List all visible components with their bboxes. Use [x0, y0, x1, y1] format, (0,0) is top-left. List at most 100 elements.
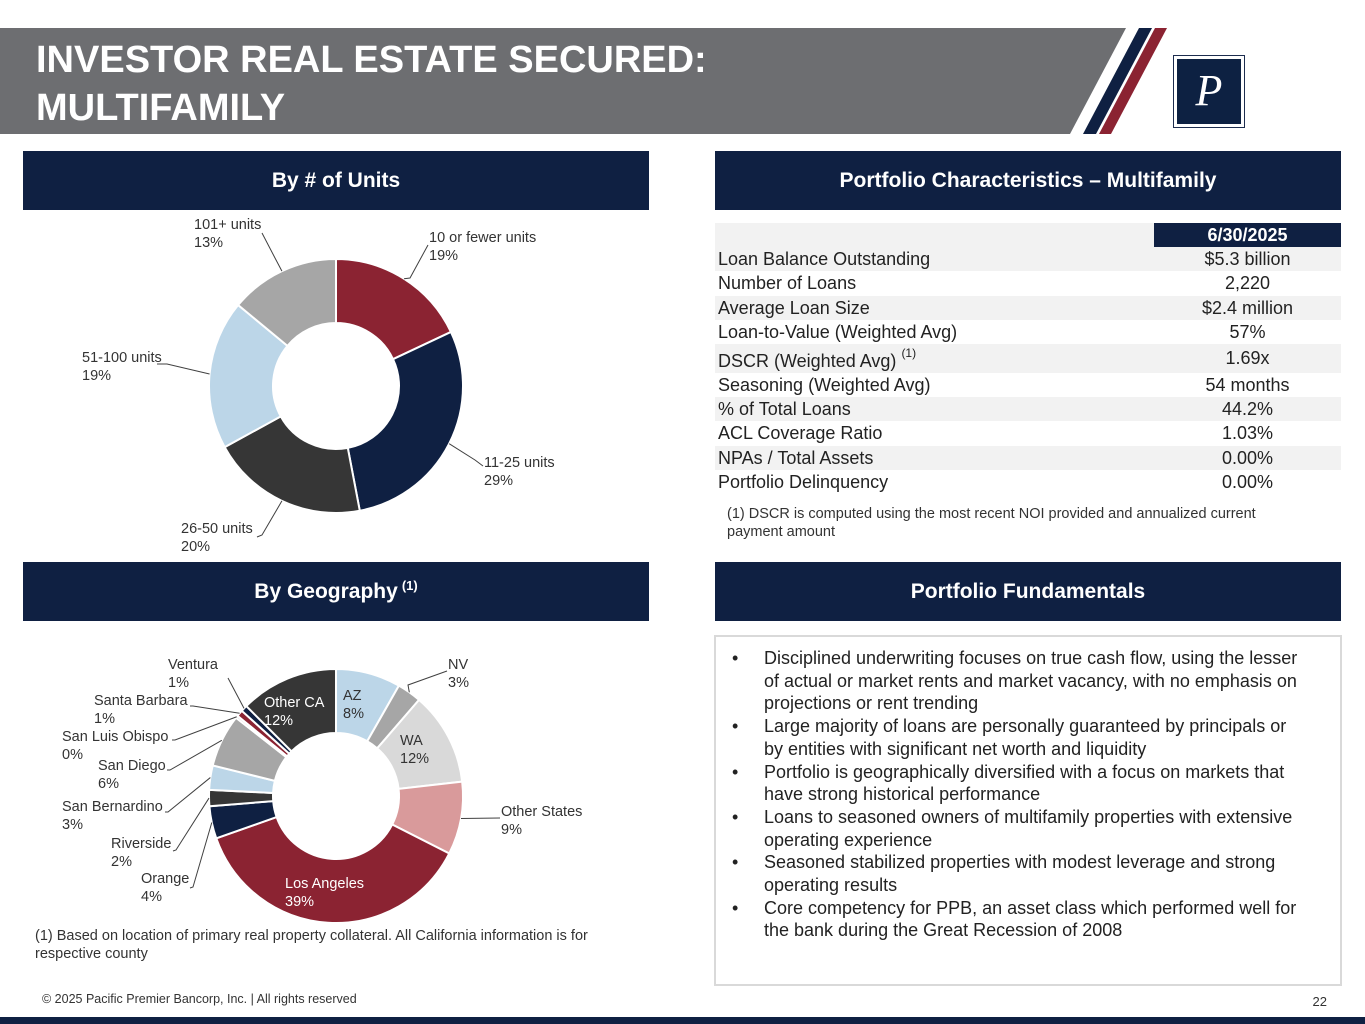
table-row: ACL Coverage Ratio 1.03%	[715, 421, 1341, 446]
leader-line	[172, 797, 210, 852]
table-row-value: 2,220	[1154, 271, 1341, 296]
leader-line	[460, 817, 501, 820]
bullet-marker: •	[732, 648, 739, 668]
geo-panel-title-sup: (1)	[401, 578, 418, 593]
slice-label-pct: 3%	[62, 817, 83, 833]
table-row-value: 57%	[1154, 319, 1341, 344]
table-row: Average Loan Size $2.4 million	[715, 295, 1341, 320]
leader-line	[189, 822, 213, 889]
slice-label-pct: 20%	[181, 539, 210, 555]
table-row-label: Loan Balance Outstanding	[715, 247, 1154, 272]
bullet-marker: •	[732, 716, 739, 737]
geo-panel-header: By Geography (1)	[23, 562, 649, 621]
table-row: Portfolio Delinquency 0.00%	[715, 469, 1341, 494]
slice-label-pct: 1%	[94, 711, 115, 727]
table-row-label: Loan-to-Value (Weighted Avg)	[715, 319, 1154, 344]
dscr-footnote: (1) DSCR is computed using the most rece…	[727, 505, 1256, 541]
fundamentals-panel-title: Portfolio Fundamentals	[910, 579, 1146, 603]
donut-slice-10-or-fewer-units	[335, 257, 453, 361]
table-row-value: 1.03%	[1154, 421, 1341, 446]
slice-label-name: 26-50 units	[181, 521, 253, 537]
fundamentals-bullet-item: • Seasoned stabilized properties with mod…	[726, 851, 1326, 896]
slice-label-pct: 29%	[484, 473, 513, 489]
row-label-sup: (1)	[901, 345, 917, 360]
slice-label-name: 11-25 units	[484, 455, 555, 471]
slice-label-name: WA	[400, 733, 423, 749]
bullet-line: projections or rent trending	[764, 693, 979, 714]
table-row-label: Average Loan Size	[715, 295, 1154, 320]
leader-line	[407, 670, 448, 693]
slice-label-name: San Bernardino	[62, 799, 163, 815]
table-row-value: $5.3 billion	[1154, 247, 1341, 272]
slice-label-pct: 0%	[62, 747, 83, 763]
table-row: DSCR (Weighted Avg) (1) 1.69x	[715, 343, 1341, 373]
table-row-label: NPAs / Total Assets	[715, 445, 1154, 470]
slice-label-pct: 9%	[501, 822, 522, 838]
bullet-line: Disciplined underwriting focuses on true…	[764, 648, 1298, 668]
row-label-text: Average Loan Size	[718, 297, 870, 318]
table-row-value: $2.4 million	[1154, 295, 1341, 320]
fundamentals-bullet-item: • Loans to seasoned owners of multifamily…	[726, 806, 1326, 851]
bullet-marker: •	[732, 761, 739, 782]
title-bar-graphic	[0, 28, 1167, 134]
bullet-line: operating experience	[764, 829, 933, 850]
page-title-line1: INVESTOR REAL ESTATE SECURED:	[36, 39, 707, 81]
fundamentals-bullet-item: • Portfolio is geographically diversified…	[726, 761, 1326, 806]
slice-label-pct: 19%	[82, 368, 111, 384]
table-row: Loan-to-Value (Weighted Avg) 57%	[715, 319, 1341, 344]
dscr-footnote-line2: payment amount	[727, 524, 836, 540]
portfolio-panel-title: Portfolio Characteristics – Multifamily	[839, 168, 1217, 192]
slice-label-name: Orange	[141, 871, 189, 887]
slice-label-name: Los Angeles	[285, 876, 364, 892]
table-row: Loan Balance Outstanding $5.3 billion	[715, 247, 1341, 272]
page-title-line2: MULTIFAMILY	[36, 87, 286, 129]
page-title: INVESTOR REAL ESTATE SECURED: MULTIFAMIL…	[36, 36, 707, 132]
slice-label-pct: 3%	[448, 675, 469, 691]
table-row-label: ACL Coverage Ratio	[715, 421, 1154, 446]
slice-label-name: 51-100 units	[82, 350, 162, 366]
slice-label-pct: 19%	[429, 248, 458, 264]
bullet-line: Portfolio is geographically diversified …	[764, 761, 1285, 782]
fundamentals-panel-header: Portfolio Fundamentals	[715, 562, 1341, 621]
slice-label-name: 10 or fewer units	[429, 230, 536, 246]
slice-label-pct: 1%	[168, 675, 189, 691]
slice-label-pct: 4%	[141, 889, 162, 905]
bullet-marker: •	[732, 897, 739, 918]
table-row-value: 1.69x	[1154, 343, 1341, 373]
table-row: Seasoning (Weighted Avg) 54 months	[715, 372, 1341, 398]
row-label-text: Loan-to-Value (Weighted Avg)	[718, 321, 958, 342]
ppb-logo-icon: P	[1173, 55, 1245, 128]
geo-footnote: (1) Based on location of primary real pr…	[35, 928, 588, 962]
leader-line	[157, 363, 210, 375]
bullet-line: operating results	[764, 875, 898, 896]
leader-line	[227, 677, 245, 709]
bullet-line: Core competency for PPB, an asset class …	[764, 897, 1297, 918]
bullet-line: of actual or market rents and market vac…	[764, 670, 1297, 691]
slice-label-name: Other CA	[264, 695, 325, 711]
leader-line	[167, 739, 223, 771]
slice-label-name: Riverside	[111, 836, 171, 852]
slice-label-pct: 13%	[194, 235, 223, 251]
slice-label-name: Other States	[501, 804, 582, 820]
leader-line	[172, 716, 237, 741]
row-label-text: Loan Balance Outstanding	[718, 249, 931, 270]
slice-label-pct: 2%	[111, 854, 132, 870]
bullet-line: have strong historical performance	[764, 784, 1041, 805]
geo-donut-chart: AZ 8% NV 3% WA 12% Other States 9% Los Angeles 39…	[62, 657, 582, 924]
leader-line	[256, 500, 283, 538]
bullet-marker: •	[732, 806, 739, 827]
copyright-text: © 2025 Pacific Premier Bancorp, Inc. | A…	[42, 992, 357, 1006]
donut-slice-101-units	[236, 257, 337, 348]
bullet-line: Large majority of loans are personally g…	[764, 716, 1287, 737]
table-row: Number of Loans 2,220	[715, 271, 1341, 296]
table-row-value: 54 months	[1154, 372, 1341, 398]
slice-label-name: Ventura	[168, 657, 219, 673]
table-row: % of Total Loans 44.2%	[715, 397, 1341, 422]
slice-label-name: San Diego	[98, 758, 166, 774]
fundamentals-bullet-item: • Disciplined underwriting focuses on tru…	[726, 647, 1326, 715]
leader-line	[165, 777, 211, 813]
row-label-text: Number of Loans	[718, 273, 857, 294]
slice-label-pct: 6%	[98, 776, 119, 792]
bullet-line: the bank during the Great Recession of 2…	[764, 920, 1123, 941]
donut-slice-51-100-units	[208, 303, 289, 449]
